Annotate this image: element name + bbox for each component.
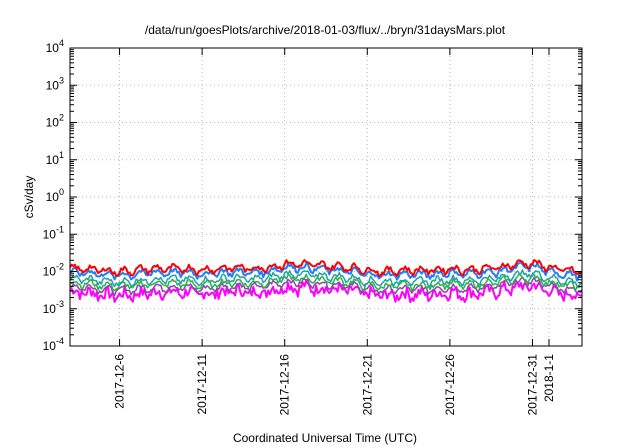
grid xyxy=(70,48,582,346)
series-layer xyxy=(69,259,583,304)
x-axis: 2017-12-6 2017-12-11 2017-12-16 2017-12-21 2… xyxy=(113,48,556,415)
series-line xyxy=(69,259,583,277)
x-tick-label: 2017-12-21 xyxy=(360,354,374,416)
y-tick-label: 103 xyxy=(46,75,64,92)
chart-title: /data/run/goesPlots/archive/2018-01-03/f… xyxy=(145,23,506,37)
x-tick-label: 2017-12-11 xyxy=(195,354,209,415)
x-axis-label: Coordinated Universal Time (UTC) xyxy=(233,431,417,445)
y-tick-label: 10-2 xyxy=(43,262,64,279)
y-tick-label: 10-1 xyxy=(43,224,64,241)
y-tick-label: 104 xyxy=(46,38,64,55)
y-tick-label: 10-3 xyxy=(43,299,64,316)
y-axis-label: cSv/day xyxy=(22,176,36,219)
x-tick-label: 2017-12-6 xyxy=(113,354,127,409)
x-tick-label: 2017-12-31 xyxy=(525,354,539,416)
y-tick-label: 101 xyxy=(46,150,64,167)
y-tick-label: 100 xyxy=(46,187,64,204)
series-line xyxy=(69,269,583,288)
x-tick-label: 2018-1-1 xyxy=(542,354,556,402)
x-tick-label: 2017-12-26 xyxy=(443,354,457,416)
series-line xyxy=(69,279,583,304)
y-axis: 10-4 10-3 10-2 10-1 100 101 102 103 104 xyxy=(43,38,582,353)
series-line xyxy=(69,273,583,292)
series-line xyxy=(69,261,583,282)
y-tick-label: 10-4 xyxy=(43,336,64,353)
x-tick-label: 2017-12-16 xyxy=(278,354,292,416)
y-tick-label: 102 xyxy=(46,113,64,130)
